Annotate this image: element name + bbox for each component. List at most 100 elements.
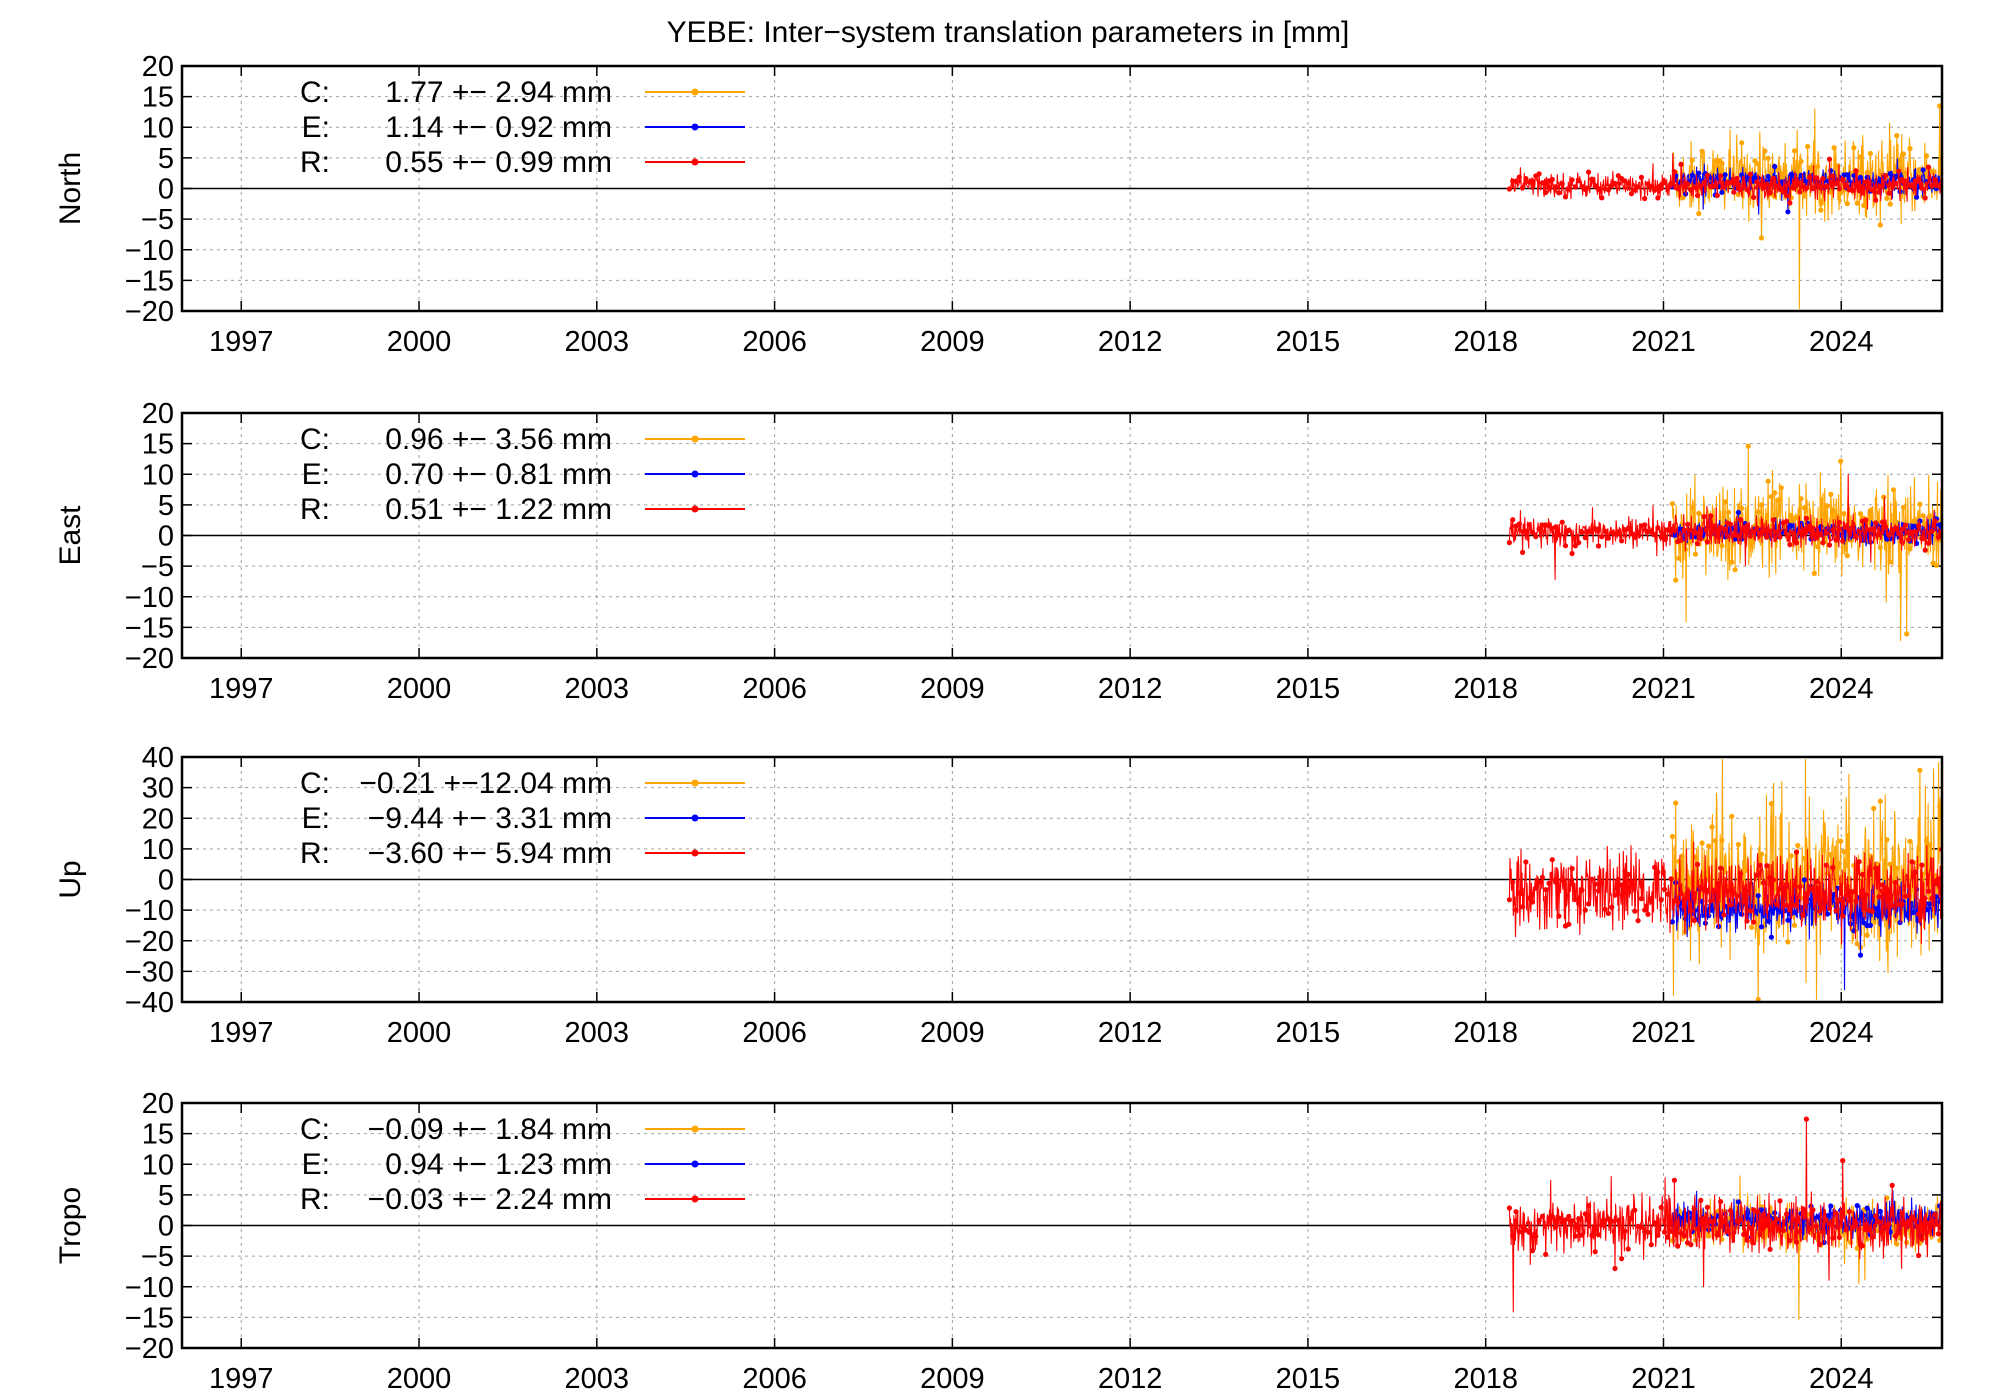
- series-point-r: [1589, 529, 1595, 535]
- series-point-r: [1840, 1158, 1846, 1164]
- series-point-r: [1760, 529, 1767, 535]
- series-point-r: [1929, 183, 1935, 189]
- series-point-c: [1844, 201, 1850, 207]
- series-point-c: [1828, 491, 1834, 497]
- series-point-c: [1841, 849, 1847, 855]
- series-point-c: [1923, 153, 1930, 159]
- series-point-r: [1826, 542, 1833, 548]
- series-point-r: [1817, 183, 1823, 190]
- series-point-c: [1706, 843, 1712, 849]
- y-tick-label: 20: [142, 398, 174, 430]
- series-point-r: [1678, 890, 1684, 897]
- series-point-r: [1737, 517, 1743, 523]
- series-point-r: [1764, 181, 1770, 187]
- series-point-r: [1892, 879, 1899, 886]
- series-point-r: [1879, 519, 1885, 525]
- series-point-r: [1724, 1228, 1730, 1235]
- series-point-r: [1685, 521, 1691, 528]
- series-point-r: [1925, 888, 1932, 894]
- series-point-r: [1506, 1205, 1512, 1211]
- series-point-r: [1866, 180, 1872, 186]
- series-point-r: [1777, 1198, 1783, 1204]
- series-point-r: [1803, 891, 1809, 897]
- series-point-r: [1714, 880, 1720, 886]
- series-point-r: [1820, 176, 1826, 182]
- legend-key: C:: [300, 767, 330, 800]
- x-tick-label: 2015: [1276, 1363, 1341, 1395]
- y-tick-label: −10: [125, 235, 174, 267]
- series-point-r: [1595, 543, 1602, 549]
- y-tick-label: −30: [125, 956, 174, 988]
- series-point-r: [1833, 908, 1839, 914]
- series-point-r: [1879, 882, 1885, 888]
- series-point-c: [1712, 838, 1718, 844]
- series-point-r: [1760, 185, 1767, 191]
- legend-swatch-point: [691, 158, 699, 166]
- series-point-r: [1569, 1218, 1575, 1224]
- series-markers-r: [1506, 846, 1942, 929]
- series-point-r: [1668, 180, 1674, 186]
- series-point-r: [1576, 1216, 1582, 1222]
- series-point-r: [1935, 183, 1941, 189]
- series-point-r: [1843, 525, 1849, 531]
- series-point-r: [1836, 1234, 1842, 1240]
- series-point-r: [1691, 530, 1697, 536]
- series-point-r: [1506, 186, 1512, 192]
- series-point-c: [1768, 494, 1774, 500]
- x-tick-label: 2024: [1809, 1363, 1874, 1395]
- series-point-r: [1546, 880, 1552, 886]
- series-point-r: [1886, 1221, 1892, 1227]
- series-point-r: [1770, 1220, 1776, 1226]
- series-point-c: [1828, 189, 1834, 195]
- series-point-c: [1854, 1245, 1860, 1251]
- series-point-r: [1602, 906, 1608, 912]
- series-point-c: [1788, 853, 1794, 859]
- legend-key: C:: [300, 423, 330, 456]
- y-tick-label: 5: [158, 1180, 174, 1212]
- series-point-r: [1595, 187, 1602, 193]
- series-point-c: [1881, 494, 1887, 500]
- series-point-r: [1569, 550, 1575, 557]
- series-point-e: [1739, 172, 1745, 178]
- series-point-r: [1774, 1216, 1780, 1222]
- series-point-r: [1919, 862, 1925, 868]
- series-point-r: [1916, 176, 1922, 182]
- series-group: [1506, 1116, 1942, 1320]
- series-point-r: [1747, 171, 1753, 177]
- series-point-r: [1694, 541, 1701, 547]
- series-point-r: [1784, 902, 1790, 908]
- x-tick-label: 2024: [1809, 326, 1874, 358]
- series-point-c: [1735, 841, 1741, 848]
- series-point-r: [1853, 1221, 1859, 1227]
- series-point-r: [1737, 186, 1743, 193]
- series-point-r: [1892, 180, 1899, 186]
- series-point-r: [1912, 529, 1918, 535]
- series-point-r: [1582, 907, 1588, 913]
- series-point-c: [1673, 800, 1679, 806]
- series-point-c: [1887, 559, 1893, 565]
- x-tick-label: 2006: [742, 1363, 807, 1395]
- series-point-r: [1533, 885, 1539, 891]
- series-group: [1506, 758, 1942, 1002]
- x-tick-label: 2018: [1453, 326, 1518, 358]
- series-point-r: [1780, 1228, 1786, 1234]
- y-tick-label: −10: [125, 895, 174, 927]
- series-point-r: [1906, 1219, 1912, 1225]
- series-point-r: [1685, 893, 1691, 899]
- series-point-c: [1669, 501, 1675, 507]
- series-point-e: [1828, 1203, 1834, 1209]
- series-point-r: [1645, 1229, 1651, 1235]
- series-point-r: [1572, 1233, 1578, 1239]
- series-point-r: [1866, 1226, 1872, 1232]
- series-point-r: [1539, 874, 1545, 881]
- series-point-c: [1838, 190, 1844, 196]
- series-point-r: [1510, 517, 1516, 523]
- series-point-r: [1784, 193, 1790, 199]
- series-point-r: [1632, 534, 1638, 540]
- series-point-r: [1526, 895, 1532, 901]
- series-point-r: [1879, 183, 1885, 189]
- series-point-c: [1864, 932, 1870, 938]
- series-point-e: [1765, 918, 1771, 924]
- series-point-c: [1818, 207, 1824, 213]
- series-point-r: [1605, 187, 1611, 193]
